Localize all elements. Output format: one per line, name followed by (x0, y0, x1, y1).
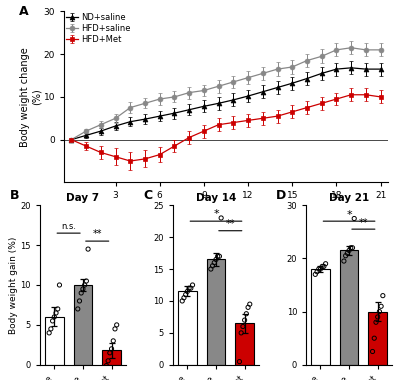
Point (105, 358, 111, 364)
Point (82, 282, 88, 288)
X-axis label: Days: Days (214, 206, 238, 216)
Y-axis label: Body weight change
(%): Body weight change (%) (20, 47, 42, 147)
Point (186, 285, 192, 291)
Text: **: ** (359, 217, 368, 228)
Point (85, 246, 91, 252)
Text: D: D (276, 189, 286, 202)
Point (214, 253, 221, 259)
Point (209, 263, 216, 269)
Point (316, 266, 322, 272)
Point (314, 269, 320, 275)
Point (103, 363, 110, 369)
Bar (207, 260, 225, 365)
Title: Day 14: Day 14 (196, 193, 236, 203)
Point (351, 215, 358, 222)
Point (349, 245, 356, 251)
Bar (235, 323, 254, 365)
Point (312, 271, 318, 277)
Point (242, 317, 248, 323)
Point (53, 310, 59, 316)
Point (369, 348, 376, 355)
Point (236, 359, 243, 365)
Title: Day 21: Day 21 (329, 193, 369, 203)
Text: **: ** (226, 219, 235, 229)
Point (188, 285, 194, 291)
Point (49, 318, 56, 324)
Point (346, 247, 352, 253)
Point (182, 291, 189, 298)
Bar (45, 317, 64, 365)
Point (56, 282, 63, 288)
Text: *: * (213, 209, 219, 219)
Bar (340, 250, 358, 365)
Point (110, 338, 116, 344)
Point (238, 330, 244, 336)
Point (107, 350, 113, 356)
Text: **: ** (92, 229, 102, 239)
Point (322, 261, 329, 267)
Point (80, 286, 86, 292)
Point (344, 250, 350, 256)
Bar (368, 312, 387, 365)
Point (74, 306, 81, 312)
Text: C: C (143, 189, 152, 202)
Text: A: A (19, 5, 28, 17)
Point (108, 346, 115, 352)
Point (342, 253, 349, 259)
Point (76, 298, 83, 304)
Point (48, 326, 54, 332)
Point (208, 266, 214, 272)
Point (184, 288, 190, 294)
Text: n.s.: n.s. (61, 222, 76, 231)
Point (380, 293, 386, 299)
Point (218, 215, 224, 221)
Point (213, 256, 219, 263)
Point (78, 290, 84, 296)
Point (112, 326, 118, 332)
Title: Day 7: Day 7 (66, 193, 100, 203)
Text: B: B (10, 189, 20, 202)
Point (216, 253, 223, 259)
Point (373, 319, 379, 325)
Point (317, 266, 324, 272)
Text: *: * (346, 209, 352, 220)
Point (246, 301, 253, 307)
Bar (102, 350, 121, 365)
Point (378, 303, 384, 309)
Point (240, 323, 246, 329)
Y-axis label: Body weight gain (%): Body weight gain (%) (9, 236, 18, 334)
Bar (178, 291, 197, 365)
Point (179, 298, 186, 304)
Point (376, 309, 383, 315)
Point (374, 314, 381, 320)
Legend: ND+saline, HFD+saline, HFD+Met: ND+saline, HFD+saline, HFD+Met (66, 13, 131, 44)
Point (243, 311, 250, 317)
Point (46, 330, 52, 336)
Point (348, 245, 354, 251)
Bar (311, 269, 330, 365)
Point (321, 263, 327, 269)
Bar (74, 285, 92, 365)
Point (51, 314, 58, 320)
Point (319, 263, 325, 269)
Point (211, 260, 218, 266)
Point (83, 278, 90, 284)
Point (181, 295, 187, 301)
Point (371, 335, 378, 341)
Point (54, 306, 61, 312)
Point (245, 304, 251, 310)
Point (341, 258, 347, 264)
Point (189, 282, 196, 288)
Point (114, 322, 120, 328)
